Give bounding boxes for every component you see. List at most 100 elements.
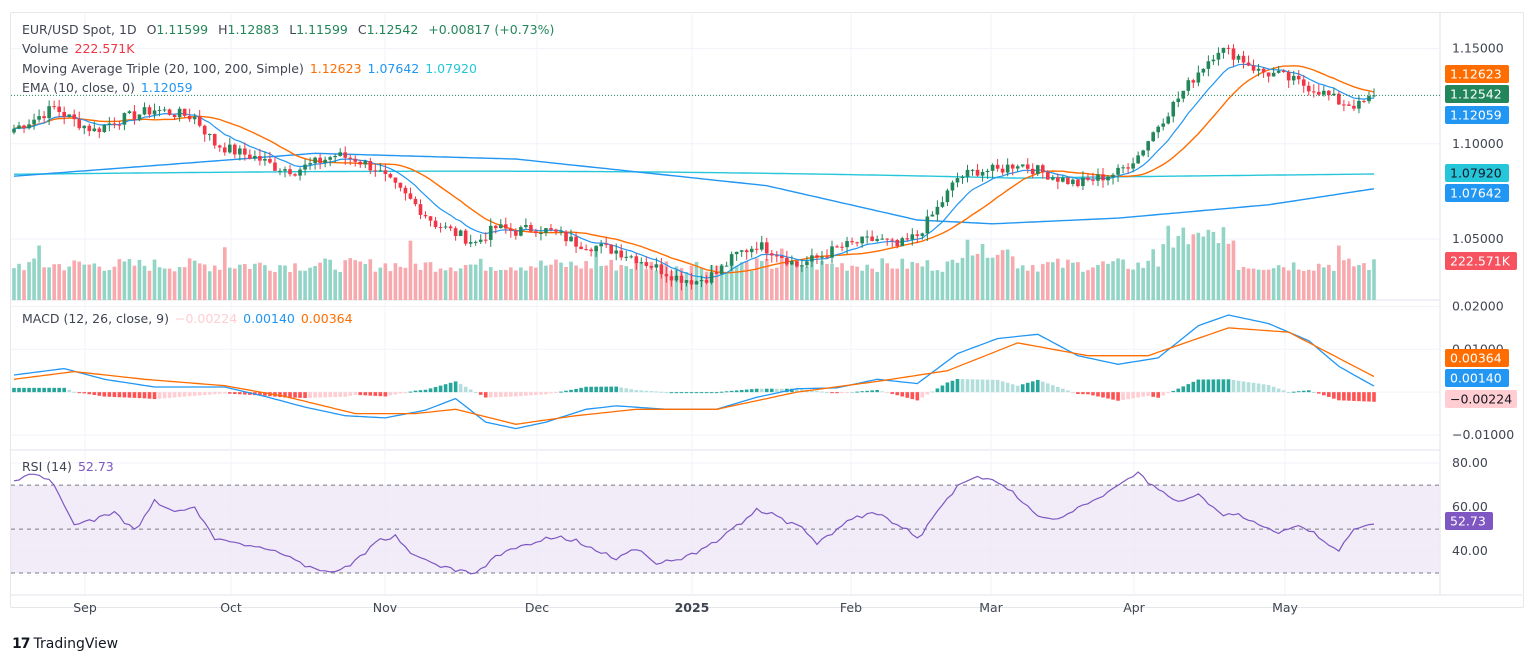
candle [1372, 88, 1376, 98]
volume-legend[interactable]: Volume 222.571K [22, 40, 140, 58]
candle [945, 188, 950, 207]
volume-bar [930, 270, 935, 300]
volume-bar [248, 268, 252, 300]
macd-histogram-bar [1091, 392, 1095, 396]
time-tick-label: Nov [373, 600, 398, 615]
macd-histogram-bar [940, 385, 945, 393]
candle [729, 251, 734, 271]
volume-bar [890, 268, 895, 300]
volume-bar [408, 240, 413, 300]
volume-bar [860, 270, 864, 300]
volume-bar [1316, 263, 1321, 300]
candle-body [539, 232, 543, 234]
volume-bar [1352, 266, 1356, 300]
candle [1000, 164, 1005, 176]
candle [614, 243, 619, 261]
volume-bar [524, 270, 528, 300]
candle-body [132, 111, 137, 120]
volume-bar [378, 267, 383, 300]
macd-histogram-bar [348, 392, 353, 396]
candle-body [353, 158, 358, 162]
symbol-name[interactable]: EUR/USD Spot, 1D [22, 22, 137, 37]
candle-body [67, 114, 72, 117]
macd-histogram-bar [574, 388, 578, 393]
rsi-tick-label: 80.00 [1452, 455, 1488, 470]
macd-histogram-bar [820, 391, 824, 393]
ma-legend[interactable]: Moving Average Triple (20, 100, 200, Sim… [22, 60, 483, 78]
volume-bar [594, 245, 598, 300]
volume-bar [102, 270, 107, 300]
macd-histogram-bar [82, 392, 87, 394]
candle [1322, 85, 1326, 97]
macd-histogram-bar [1131, 392, 1135, 399]
low-label: L [289, 22, 297, 37]
macd-histogram-bar [845, 392, 849, 394]
volume-bar [1086, 270, 1090, 300]
macd-histogram-bar [1286, 392, 1291, 394]
volume-bar [112, 266, 117, 300]
macd-legend[interactable]: MACD (12, 26, close, 9) −0.00224 0.00140 0.… [22, 310, 359, 328]
candle [694, 280, 699, 285]
candle-body [940, 202, 945, 207]
volume-bar [1286, 270, 1291, 300]
macd-histogram-bar [549, 392, 553, 394]
candle-body [769, 253, 774, 256]
tradingview-brand[interactable]: 17 TradingView [12, 636, 118, 652]
volume-bar [719, 264, 724, 300]
candle [438, 222, 443, 233]
candle [293, 173, 297, 177]
candle-body [458, 230, 463, 236]
candle-body [343, 152, 348, 158]
volume-bar [529, 266, 533, 300]
volume-bar [107, 270, 112, 300]
candle-body [453, 228, 458, 236]
macd-histogram-bar [1025, 382, 1030, 393]
volume-bar [27, 262, 31, 300]
macd-histogram-bar [37, 387, 41, 393]
price-tick-label: 1.10000 [1452, 136, 1504, 151]
candle [895, 238, 900, 249]
candle [1236, 53, 1241, 64]
macd-histogram-bar [734, 390, 739, 393]
macd-histogram-bar [468, 389, 473, 393]
candle-body [975, 169, 980, 176]
candle-body [584, 249, 588, 251]
candle-body [1030, 168, 1035, 175]
macd-histogram-bar [950, 380, 955, 393]
volume-bar [1332, 270, 1336, 300]
candle-body [749, 248, 754, 253]
ema-legend[interactable]: EMA (10, close, 0) 1.12059 [22, 79, 199, 97]
candle [227, 137, 232, 154]
candle-body [679, 275, 684, 283]
candle-body [47, 106, 51, 119]
rsi-legend[interactable]: RSI (14) 52.73 [22, 458, 120, 476]
candle [1131, 157, 1135, 173]
macd-histogram-bar [1121, 392, 1125, 400]
macd-tag-bg [1445, 369, 1509, 387]
candle [1261, 67, 1266, 78]
volume-bar [759, 260, 764, 300]
candle [990, 163, 995, 178]
candle-body [433, 220, 438, 228]
volume-bar [82, 264, 87, 300]
volume-bar [1221, 227, 1226, 300]
candle-body [594, 246, 598, 252]
macd-histogram-bar [1061, 388, 1065, 393]
ma100-price-tag-text: 1.07642 [1450, 186, 1502, 201]
candle [162, 106, 167, 113]
candle-body [774, 255, 779, 257]
macd-histogram-bar [1251, 382, 1256, 393]
macd-histogram-bar [17, 387, 21, 393]
candle [1196, 65, 1201, 87]
candle [1301, 75, 1306, 93]
candle [283, 166, 287, 178]
time-tick-label: Apr [1123, 600, 1145, 615]
candle [1221, 47, 1226, 59]
volume-bar [338, 271, 343, 300]
volume-bar [795, 259, 799, 300]
candle [1005, 158, 1010, 177]
candle [212, 133, 217, 149]
candle [840, 242, 844, 252]
candle [800, 259, 804, 273]
